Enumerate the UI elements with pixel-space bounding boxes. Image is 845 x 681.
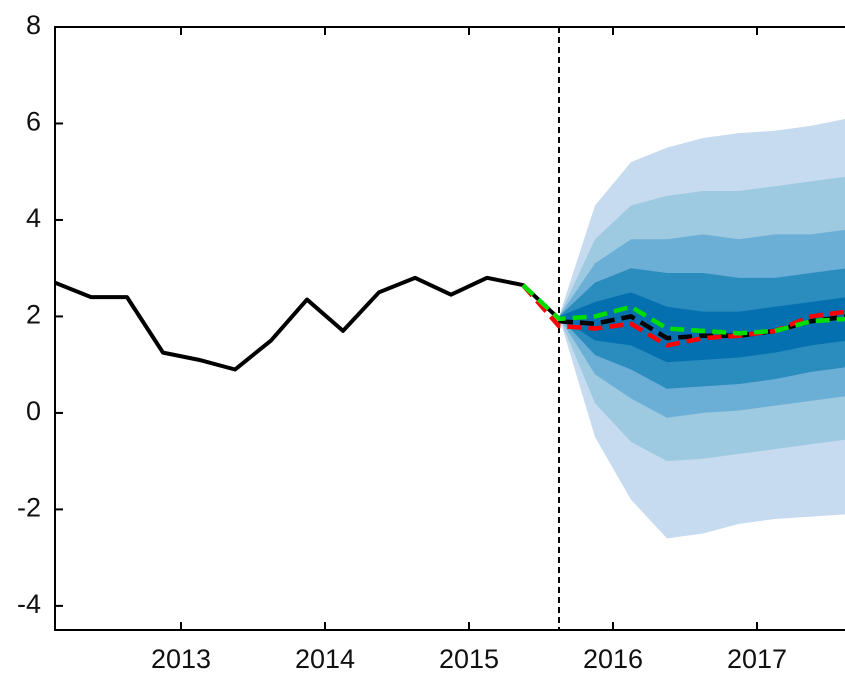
forecast-line — [521, 283, 845, 348]
x-tick-label: 2013 — [151, 644, 211, 674]
x-tick-label: 2014 — [295, 644, 355, 674]
y-tick-label: -2 — [17, 493, 41, 523]
y-tick-label: 6 — [26, 107, 41, 137]
x-tick-label: 2016 — [583, 644, 643, 674]
x-tick-label: 2015 — [439, 644, 499, 674]
y-tick-label: 2 — [26, 300, 41, 330]
forecast-line — [558, 314, 845, 341]
plot-frame — [54, 26, 845, 631]
x-tick-label: 2017 — [727, 644, 787, 674]
y-tick-label: 4 — [26, 203, 41, 233]
y-tick-label: 0 — [26, 396, 41, 426]
y-tick-label: -4 — [17, 589, 41, 619]
fan-band — [559, 292, 845, 363]
history-line — [54, 275, 561, 372]
forecast-line — [521, 283, 845, 336]
y-tick-label: 8 — [26, 10, 41, 40]
